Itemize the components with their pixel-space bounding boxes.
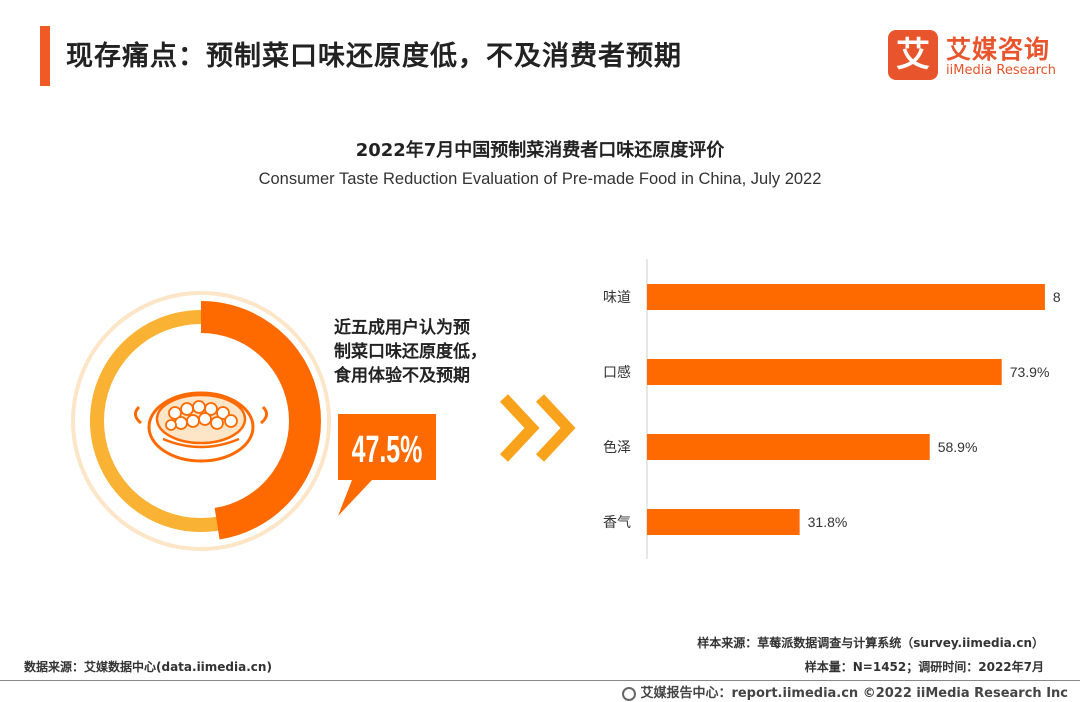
source-left: 数据来源：艾媒数据中心(data.iimedia.cn)	[24, 660, 272, 674]
bar	[647, 359, 1002, 385]
food-pot-icon	[134, 391, 268, 463]
source-size-date: 样本量：N=1452；调研时间：2022年7月	[804, 660, 1044, 674]
bar	[647, 509, 800, 535]
bubble-value-label: 47.5%	[352, 428, 423, 471]
bar-value-label: 73.9%	[1010, 364, 1050, 380]
source-sample: 样本来源：草莓派数据调查与计算系统（survey.iimedia.cn）	[697, 636, 1044, 650]
donut-chart	[71, 291, 331, 551]
callout-line-2: 制菜口味还原度低，	[334, 342, 487, 362]
callout-text: 近五成用户认为预 制菜口味还原度低， 食用体验不及预期	[334, 316, 524, 388]
bar-value-label: 82.9%	[1053, 289, 1060, 305]
chart-title-cn: 2022年7月中国预制菜消费者口味还原度评价	[355, 140, 725, 161]
logo-cn-text: 艾媒咨询	[946, 35, 1051, 64]
page-title: 现存痛点：预制菜口味还原度低，不及消费者预期	[66, 41, 682, 72]
bar-category-label: 味道	[603, 290, 631, 306]
footer-divider	[0, 680, 1080, 681]
globe-icon	[622, 687, 637, 701]
donut-value-arc	[81, 301, 321, 541]
title-accent-bar	[40, 26, 50, 86]
donut-outer-ring	[71, 291, 331, 551]
brand-logo: 艾 艾媒咨询 iiMedia Research	[888, 30, 1058, 82]
bar-value-label: 58.9%	[938, 439, 978, 455]
callout-line-3: 食用体验不及预期	[334, 366, 470, 386]
bubble-shape	[338, 414, 436, 516]
bar	[647, 284, 1045, 310]
bar-chart: 味道 82.9% 口感 73.9% 色泽 58.9% 香气 31.8%	[603, 259, 1060, 559]
footer: 艾媒报告中心：report.iimedia.cn ©2022 iiMedia R…	[622, 682, 1068, 701]
bar	[647, 434, 930, 460]
chart-title-en: Consumer Taste Reduction Evaluation of P…	[258, 170, 822, 188]
value-bubble: 47.5%	[338, 414, 436, 516]
logo-mark-icon: 艾	[888, 30, 938, 80]
logo-en-text: iiMedia Research	[946, 63, 1057, 78]
bar-category-label: 香气	[603, 515, 631, 531]
callout-line-1: 近五成用户认为预	[334, 318, 470, 338]
bar-category-label: 口感	[603, 364, 631, 381]
footer-text: 艾媒报告中心：report.iimedia.cn ©2022 iiMedia R…	[640, 686, 1068, 701]
bar-value-label: 31.8%	[808, 514, 848, 530]
bar-category-label: 色泽	[603, 439, 631, 456]
chevron-arrows-icon	[499, 394, 576, 462]
